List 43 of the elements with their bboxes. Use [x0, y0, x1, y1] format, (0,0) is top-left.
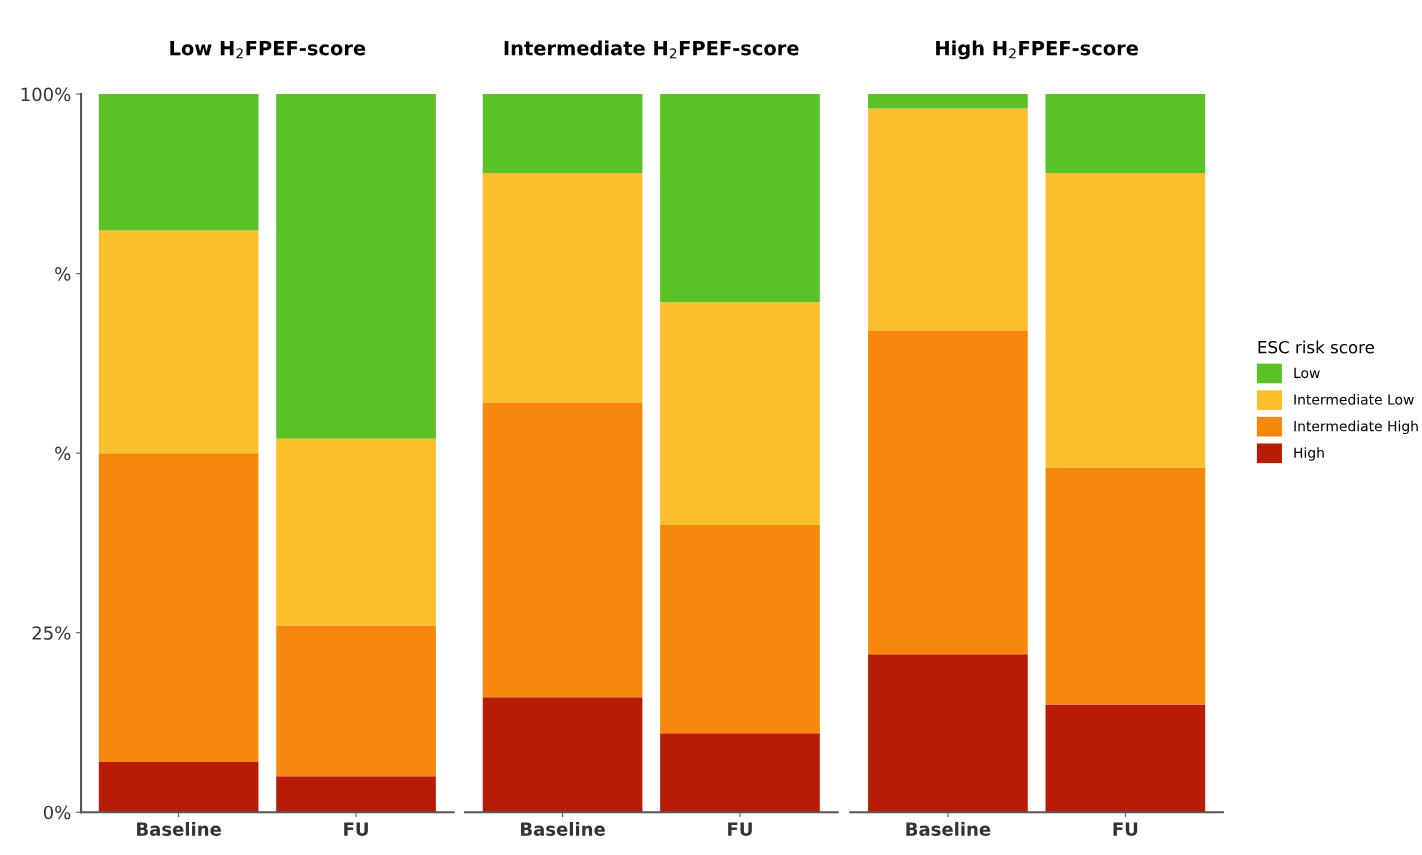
y-tick-label: 100%: [21, 87, 71, 102]
bar: [1045, 704, 1206, 813]
bar: [868, 94, 1028, 109]
bar: [482, 402, 643, 698]
bar: [660, 733, 820, 813]
legend-label: Intermediate Low: [1294, 394, 1414, 405]
bar: [868, 331, 1028, 655]
bar: [868, 108, 1028, 332]
bar: [276, 94, 436, 439]
x-tick-label: FU: [344, 822, 368, 836]
chart-title: High H$_{2}$FPEF-score: [936, 40, 1138, 60]
bar: [276, 776, 436, 813]
bar: [660, 524, 820, 734]
bar: [276, 438, 436, 626]
x-tick-label: FU: [728, 822, 752, 836]
bar: [98, 761, 259, 813]
chart-title: Intermediate H$_{2}$FPEF-score: [504, 40, 799, 59]
legend-label: Low: [1294, 367, 1320, 379]
bar: [1045, 94, 1206, 174]
x-tick-label: Baseline: [521, 821, 605, 836]
legend-label: Intermediate High: [1294, 420, 1418, 435]
bar: [482, 697, 643, 813]
bar: [1045, 173, 1206, 468]
legend-title: ESC risk score: [1258, 340, 1374, 354]
bar: [1045, 467, 1206, 705]
bar: [482, 173, 643, 403]
bar: [868, 654, 1028, 813]
y-tick-label: %: [55, 446, 71, 461]
legend-label: High: [1294, 447, 1324, 461]
y-tick-label: 25%: [32, 626, 71, 640]
y-tick-label: 0%: [43, 805, 71, 820]
bar: [98, 230, 259, 454]
x-tick-label: Baseline: [906, 821, 991, 836]
bar: [660, 94, 820, 303]
x-tick-label: FU: [1113, 822, 1138, 836]
bar: [482, 94, 643, 174]
bar: [660, 302, 820, 525]
bar: [276, 625, 436, 777]
y-tick-label: %: [55, 267, 71, 281]
bar: [98, 94, 259, 231]
bar: [98, 453, 259, 762]
x-tick-label: Baseline: [137, 821, 221, 836]
chart-title: Low H$_{2}$FPEF-score: [170, 40, 366, 59]
